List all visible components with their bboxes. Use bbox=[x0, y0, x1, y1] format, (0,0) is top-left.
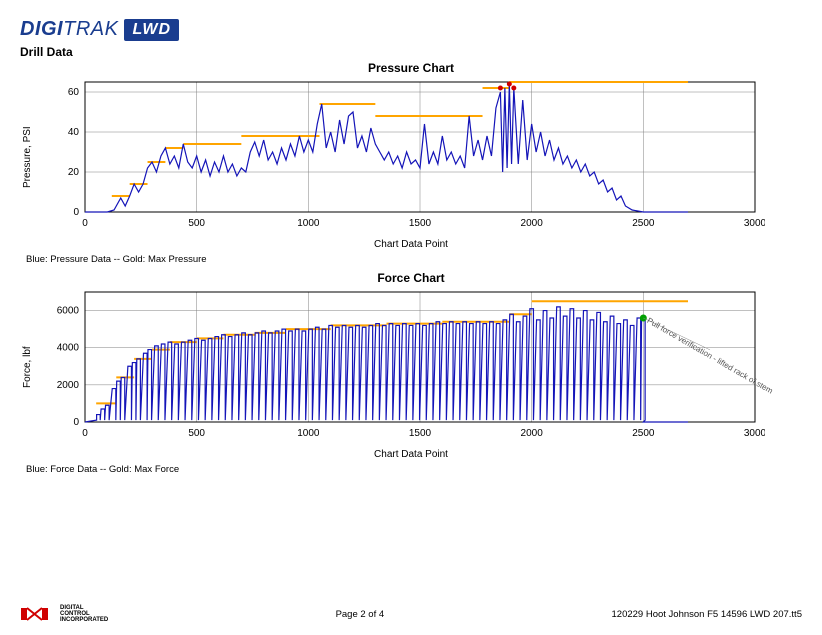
svg-text:1500: 1500 bbox=[409, 218, 432, 229]
svg-text:0: 0 bbox=[73, 207, 79, 218]
svg-text:4000: 4000 bbox=[57, 343, 80, 354]
svg-text:60: 60 bbox=[68, 87, 80, 98]
force-legend: Blue: Force Data -- Gold: Max Force bbox=[26, 464, 802, 475]
section-title: Drill Data bbox=[20, 45, 802, 59]
svg-text:40: 40 bbox=[68, 127, 80, 138]
pressure-xlabel: Chart Data Point bbox=[20, 239, 802, 250]
page-number: Page 2 of 4 bbox=[336, 609, 385, 620]
force-chart-svg: 0 500 1000 1500 2000 2500 3000 0 2000 4000 6000 bbox=[35, 287, 765, 447]
svg-text:1500: 1500 bbox=[409, 428, 432, 439]
brand-suffix: LWD bbox=[124, 19, 179, 41]
svg-text:0: 0 bbox=[82, 218, 88, 229]
force-chart-title: Force Chart bbox=[20, 271, 802, 285]
svg-text:1000: 1000 bbox=[297, 428, 320, 439]
force-ylabel: Force, lbf bbox=[20, 287, 35, 447]
svg-text:20: 20 bbox=[68, 167, 80, 178]
svg-text:2500: 2500 bbox=[632, 218, 655, 229]
pressure-legend: Blue: Pressure Data -- Gold: Max Pressur… bbox=[26, 254, 802, 265]
brand-logo: DIGITRAK LWD bbox=[20, 18, 802, 41]
svg-text:0: 0 bbox=[73, 417, 79, 428]
footer-logo-text: DIGITALCONTROLINCORPORATED bbox=[60, 605, 108, 623]
pressure-chart-svg: 0 500 1000 1500 2000 2500 3000 0 20 40 60 bbox=[35, 77, 765, 237]
pressure-chart-block: Pressure Chart Pressure, PSI 0 500 1000 150… bbox=[20, 61, 802, 265]
brand-text: DIGITRAK bbox=[20, 18, 118, 41]
file-name: 120229 Hoot Johnson F5 14596 LWD 207.tt5 bbox=[612, 609, 802, 620]
force-chart-block: Force Chart Force, lbf 0 500 1000 1500 2000 2… bbox=[20, 271, 802, 475]
svg-text:0: 0 bbox=[82, 428, 88, 439]
svg-text:6000: 6000 bbox=[57, 306, 80, 317]
svg-text:2000: 2000 bbox=[521, 218, 544, 229]
force-xlabel: Chart Data Point bbox=[20, 449, 802, 460]
svg-text:3000: 3000 bbox=[744, 428, 765, 439]
page-footer: DIGITALCONTROLINCORPORATED Page 2 of 4 1… bbox=[20, 605, 802, 623]
svg-text:2000: 2000 bbox=[521, 428, 544, 439]
svg-text:1000: 1000 bbox=[297, 218, 320, 229]
svg-text:3000: 3000 bbox=[744, 218, 765, 229]
svg-text:500: 500 bbox=[188, 218, 205, 229]
pressure-ylabel: Pressure, PSI bbox=[20, 77, 35, 237]
svg-text:2000: 2000 bbox=[57, 380, 80, 391]
footer-logo: DIGITALCONTROLINCORPORATED bbox=[20, 605, 108, 623]
svg-text:2500: 2500 bbox=[632, 428, 655, 439]
svg-text:500: 500 bbox=[188, 428, 205, 439]
pressure-chart-title: Pressure Chart bbox=[20, 61, 802, 75]
